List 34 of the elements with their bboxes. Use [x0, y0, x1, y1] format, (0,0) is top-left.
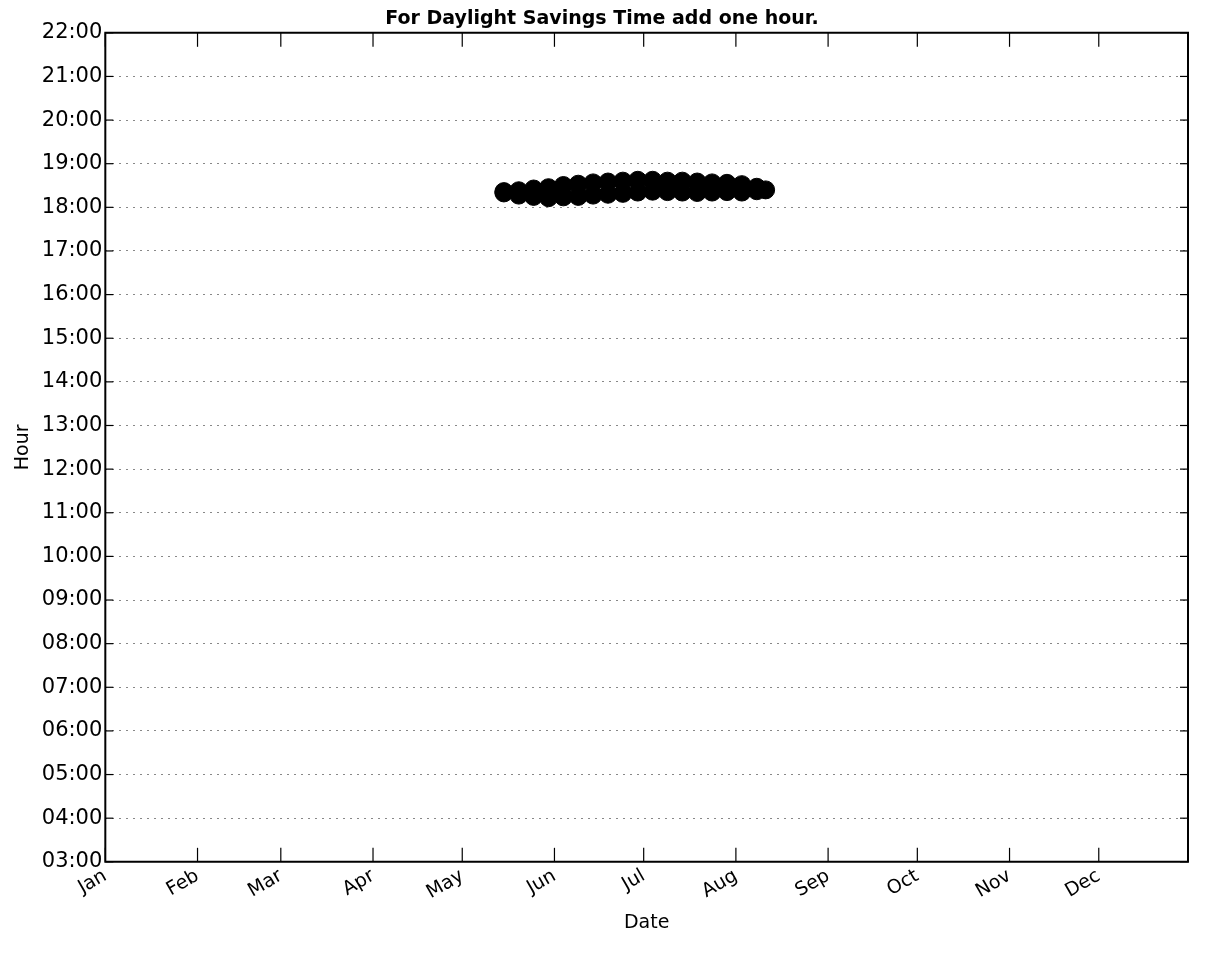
x-tick-label: Sep — [790, 863, 833, 901]
y-tick-label: 09:00 — [41, 586, 103, 611]
y-tick-label: 05:00 — [41, 761, 103, 785]
x-tick-label: Dec — [1060, 863, 1104, 901]
y-tick-label: 20:00 — [41, 106, 103, 131]
y-tick-label: 16:00 — [41, 281, 103, 306]
y-tick-label: 06:00 — [41, 717, 103, 742]
x-tick-label: Jul — [616, 863, 649, 895]
y-tick-label: 12:00 — [41, 455, 103, 480]
y-tick-label: 11:00 — [41, 499, 103, 524]
x-axis-title: Date — [623, 909, 670, 932]
y-tick-label: 14:00 — [41, 368, 103, 393]
y-tick-label: 03:00 — [41, 848, 103, 873]
x-tick-label: Oct — [882, 863, 922, 899]
y-tick-label: 04:00 — [41, 804, 103, 829]
y-tick-label: 18:00 — [41, 193, 103, 218]
y-tick-label: 07:00 — [41, 673, 103, 698]
y-tick-label: 08:00 — [41, 630, 103, 655]
y-axis-title: Hour — [10, 424, 33, 471]
y-tick-label: 15:00 — [41, 324, 103, 349]
x-tick-label: Mar — [243, 863, 286, 901]
x-tick-label: Nov — [970, 863, 1014, 901]
y-tick-label: 10:00 — [41, 542, 103, 567]
y-tick-label: 21:00 — [41, 62, 103, 87]
x-tick-label: Feb — [161, 863, 202, 900]
x-tick-label: May — [421, 863, 467, 903]
y-tick-label: 13:00 — [41, 411, 103, 436]
y-tick-label: 17:00 — [41, 237, 103, 262]
x-tick-label: Jun — [521, 863, 559, 898]
y-tick-label: 19:00 — [41, 150, 103, 175]
chart-title: For Daylight Savings Time add one hour. — [385, 6, 819, 29]
x-tick-label: Aug — [697, 863, 741, 901]
y-tick-label: 22:00 — [41, 19, 103, 44]
x-tick-label: Apr — [338, 863, 378, 899]
